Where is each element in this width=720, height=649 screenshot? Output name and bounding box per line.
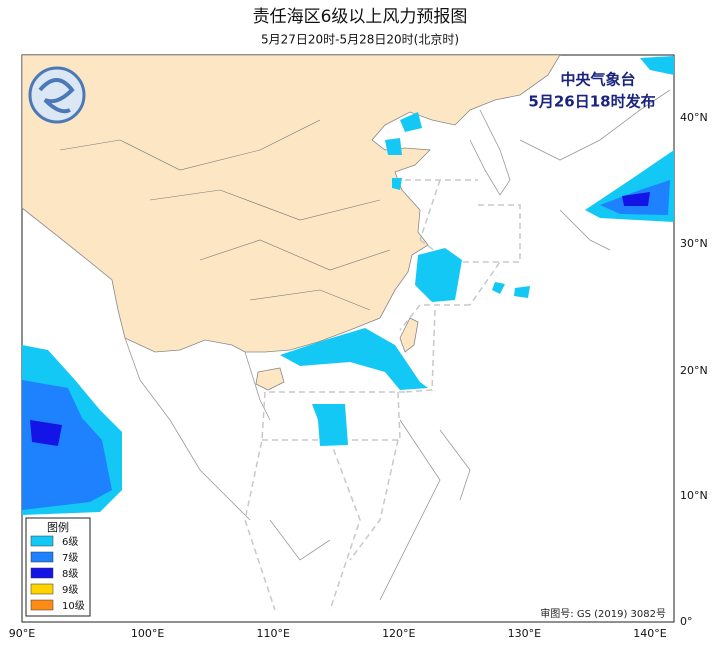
x-axis-label: 140°E bbox=[633, 627, 666, 640]
issuer-agency: 中央气象台 bbox=[560, 71, 635, 89]
x-axis-label: 130°E bbox=[508, 627, 541, 640]
legend-swatch bbox=[30, 583, 54, 595]
x-axis-label: 90°E bbox=[9, 627, 35, 640]
hainan-land bbox=[255, 367, 285, 391]
title: 责任海区6级以上风力预报图 bbox=[253, 7, 468, 27]
y-axis-label: 20°N bbox=[680, 364, 708, 377]
province-borders bbox=[59, 119, 391, 311]
issuer-time: 5月26日18时发布 bbox=[528, 93, 655, 111]
logo-mark bbox=[38, 78, 75, 114]
wind-area bbox=[22, 180, 670, 510]
china-land bbox=[22, 55, 561, 353]
legend-swatch bbox=[30, 551, 54, 563]
legend-label: 10级 bbox=[62, 600, 85, 612]
y-axis-label: 10°N bbox=[680, 489, 708, 502]
legend-swatch bbox=[30, 599, 54, 611]
x-axis-label: 100°E bbox=[131, 627, 164, 640]
approval: 审图号: GS (2019) 3082号 bbox=[540, 607, 666, 620]
x-axis-label: 110°E bbox=[256, 627, 289, 640]
taiwan-land bbox=[399, 317, 419, 353]
sea-zone-lines bbox=[244, 179, 521, 611]
y-axis-label: 40°N bbox=[680, 111, 708, 124]
legend: 图例 6级 7级 8级 9级 10级 bbox=[25, 517, 91, 617]
logo bbox=[28, 66, 86, 124]
x-axis-label: 120°E bbox=[382, 627, 415, 640]
legend-swatch bbox=[30, 535, 54, 547]
legend-label: 6级 bbox=[62, 536, 78, 548]
legend-label: 7级 bbox=[62, 552, 78, 564]
legend-title: 图例 bbox=[47, 520, 69, 534]
wind-7 bbox=[22, 180, 670, 510]
map-body bbox=[22, 55, 674, 611]
legend-label: 9级 bbox=[62, 584, 78, 596]
legend-swatch bbox=[30, 567, 54, 579]
legend-label: 8级 bbox=[62, 568, 78, 580]
borders bbox=[22, 89, 671, 601]
subtitle: 5月27日20时-5月28日20时(北京时) bbox=[261, 33, 459, 47]
y-axis-label: 30°N bbox=[680, 237, 708, 250]
y-axis-label: 0° bbox=[680, 615, 693, 628]
legend-box bbox=[25, 517, 91, 617]
